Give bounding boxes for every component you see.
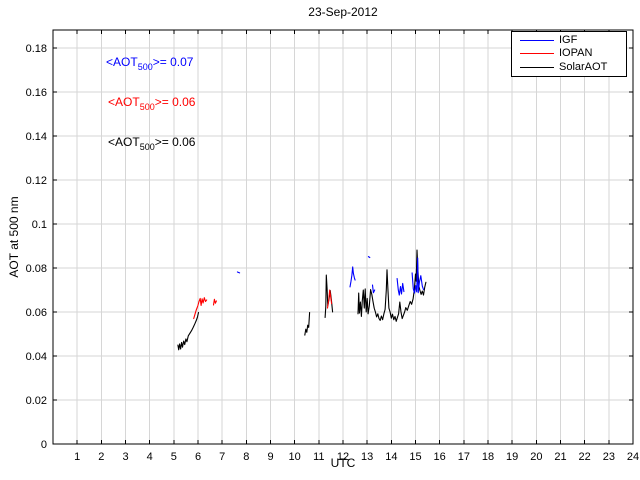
x-tick-label: 4 xyxy=(147,451,153,463)
legend-line-sample xyxy=(520,53,554,55)
series-iopan-segment xyxy=(193,297,208,320)
legend-row-solaraot: SolarAOT xyxy=(512,61,626,74)
series-igf-segment xyxy=(411,257,425,294)
x-tick-label: 14 xyxy=(385,451,397,463)
x-tick-label: 18 xyxy=(482,451,494,463)
series-igf-segment xyxy=(349,266,356,288)
series-igf-segment xyxy=(371,284,376,294)
subscript: 500 xyxy=(137,62,153,72)
x-tick-label: 21 xyxy=(554,451,566,463)
series-igf-segment xyxy=(236,271,241,274)
series-igf-segment xyxy=(396,278,405,296)
series-solaraot-segment xyxy=(304,311,311,336)
mean-aot-annotation-iopan: <AOT500>= 0.06 xyxy=(108,95,196,112)
legend-label: IOPAN xyxy=(559,47,593,60)
x-tick-label: 9 xyxy=(267,451,273,463)
x-tick-label: 1 xyxy=(74,451,80,463)
y-tick-label: 0.02 xyxy=(26,395,47,407)
y-tick-label: 0.08 xyxy=(26,263,47,275)
x-tick-label: 16 xyxy=(434,451,446,463)
legend-line-sample xyxy=(520,40,554,42)
legend: IGF IOPAN SolarAOT xyxy=(511,31,627,77)
y-tick-label: 0.12 xyxy=(26,175,47,187)
series-iopan-segment xyxy=(326,289,333,309)
y-tick-label: 0.16 xyxy=(26,87,47,99)
y-axis-label: AOT at 500 nm xyxy=(7,196,21,278)
x-tick-label: 2 xyxy=(98,451,104,463)
x-tick-label: 5 xyxy=(171,451,177,463)
series-iopan-segment xyxy=(212,298,217,306)
series-solaraot-segment xyxy=(357,249,427,322)
mean-aot-annotation-igf: <AOT500>= 0.07 xyxy=(106,55,194,72)
legend-row-iopan: IOPAN xyxy=(512,47,626,60)
x-tick-label: 17 xyxy=(458,451,470,463)
series-solaraot-segment xyxy=(177,311,200,351)
y-tick-label: 0.14 xyxy=(26,131,47,143)
x-axis-label: UTC xyxy=(330,456,356,470)
legend-line-sample xyxy=(520,66,554,68)
legend-label: SolarAOT xyxy=(559,60,608,73)
x-tick-label: 6 xyxy=(195,451,201,463)
legend-row-igf: IGF xyxy=(512,34,626,47)
x-tick-label: 22 xyxy=(579,451,591,463)
x-tick-label: 19 xyxy=(506,451,518,463)
subscript: 500 xyxy=(139,142,155,152)
x-tick-label: 10 xyxy=(289,451,301,463)
y-tick-label: 0 xyxy=(41,439,47,451)
y-tick-label: 0.06 xyxy=(26,307,47,319)
x-tick-label: 12 xyxy=(337,451,349,463)
x-tick-label: 11 xyxy=(313,451,324,463)
chart-title: 23-Sep-2012 xyxy=(308,5,378,19)
x-tick-label: 3 xyxy=(122,451,128,463)
series-igf-segment xyxy=(367,256,371,259)
x-tick-label: 13 xyxy=(361,451,373,463)
mean-aot-annotation-solaraot: <AOT500>= 0.06 xyxy=(108,135,196,152)
x-tick-label: 7 xyxy=(219,451,225,463)
x-tick-label: 23 xyxy=(603,451,615,463)
x-tick-label: 8 xyxy=(243,451,249,463)
legend-label: IGF xyxy=(559,34,578,47)
x-tick-label: 15 xyxy=(409,451,421,463)
y-tick-label: 0.18 xyxy=(26,43,47,55)
y-tick-label: 0.04 xyxy=(26,351,47,363)
subscript: 500 xyxy=(139,102,155,112)
x-tick-label: 20 xyxy=(530,451,542,463)
y-tick-label: 0.1 xyxy=(32,219,47,231)
x-tick-label: 24 xyxy=(627,451,639,463)
